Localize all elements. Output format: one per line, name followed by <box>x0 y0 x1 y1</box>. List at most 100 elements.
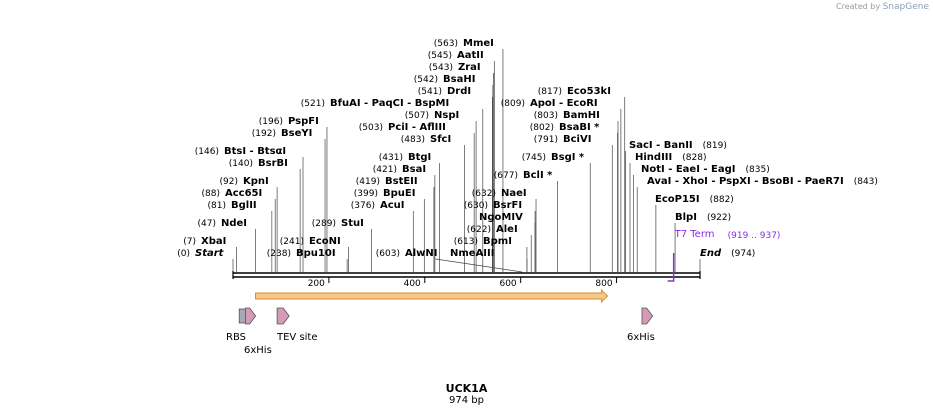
site-bsrfi: BsrFI (630) <box>464 200 536 272</box>
site-acc65i: Acc65I (88) <box>202 188 276 272</box>
site-name: ApoI - EcoRI <box>530 98 598 109</box>
t7-term-range: (919 .. 937) <box>728 231 781 241</box>
site-position: (563) <box>434 39 458 49</box>
site-position: (677) <box>494 171 518 181</box>
site-position: (241) <box>280 237 304 247</box>
site-ecop15i: EcoP15I (882) <box>655 194 734 272</box>
site-name: BsaI <box>402 164 426 175</box>
site-btgi: BtgI (431) <box>379 152 440 272</box>
site-position: (613) <box>454 237 478 247</box>
site-name: SacI - BanII <box>629 140 693 151</box>
t7-term-marker <box>667 253 675 282</box>
site-drdi: DrdI (541) <box>418 86 493 272</box>
site-name: NmeAIII <box>450 248 494 259</box>
site-acui: AcuI (376) <box>351 200 414 272</box>
site-position: (843) <box>854 177 878 187</box>
ruler-tick-label: 800 <box>595 279 612 289</box>
site-position: (545) <box>428 51 452 61</box>
site-position: (421) <box>373 165 397 175</box>
site-sfci: SfcI (483) <box>401 134 465 272</box>
site-name: EcoP15I <box>655 194 700 205</box>
site-bpuei: BpuEI (399) <box>354 188 425 272</box>
site-name: PspFI <box>288 116 319 127</box>
plasmid-length: 974 bp <box>449 395 484 406</box>
site-position: (238) <box>267 249 291 259</box>
site-nmeaiii: NmeAIII <box>450 248 528 272</box>
site-position: (819) <box>703 141 727 151</box>
site-name: XbaI <box>201 236 226 247</box>
site-name: BsrFI <box>493 200 522 211</box>
site-position: (791) <box>534 135 558 145</box>
site-name: NdeI <box>221 218 247 229</box>
site-bsteii: BstEII (419) <box>356 176 435 272</box>
site-name: BsaHI <box>443 74 475 85</box>
site-btsi: BtsI - BtsαI (146) <box>195 146 304 272</box>
credit-brand: SnapGene <box>882 2 929 12</box>
site-name: Start <box>195 248 225 259</box>
tev-site-feature <box>276 307 290 325</box>
site-zrai: ZraI (543) <box>429 62 494 272</box>
site-nspi: NspI (507) <box>405 110 477 272</box>
site-name: SfcI <box>430 134 451 145</box>
site-position: (974) <box>731 249 755 259</box>
site-xbai: XbaI (7) <box>183 236 237 272</box>
site-bsabi: BsaBI * (802) <box>530 122 618 272</box>
site-eco53ki: Eco53kI (817) <box>538 86 626 272</box>
site-name: BsaBI * <box>559 122 600 133</box>
site-name: KpnI <box>243 176 269 187</box>
site-pspfi: PspFI (196) <box>259 116 328 272</box>
site-name: NaeI <box>501 188 527 199</box>
site-bsrbi: BsrBI (140) <box>229 158 301 272</box>
site-position: (542) <box>414 75 438 85</box>
site-name: AlwNI <box>405 248 438 259</box>
site-bcli: BclI * (677) <box>494 170 558 272</box>
site-alei: AleI (622) <box>467 224 532 272</box>
site-name: End <box>700 248 722 259</box>
site-name: MmeI <box>463 38 494 49</box>
site-position: (802) <box>530 123 554 133</box>
site-bglii: BglII (81) <box>208 200 273 272</box>
site-position: (803) <box>534 111 558 121</box>
site-name: HindIII <box>635 152 672 163</box>
site-position: (47) <box>198 219 216 229</box>
site-name: BtsI - BtsαI <box>224 146 286 157</box>
site-position: (7) <box>183 237 196 247</box>
site-position: (507) <box>405 111 429 121</box>
plasmid-name: UCK1A <box>445 382 488 395</box>
credit-prefix: Created by <box>836 2 881 11</box>
ruler-tick-label: 400 <box>404 279 421 289</box>
site-hindiii: HindIII (828) <box>629 152 706 272</box>
site-noti: NotI - EaeI - EagI (835) <box>633 164 770 272</box>
site-name: AleI <box>496 224 518 235</box>
site-position: (192) <box>252 129 276 139</box>
site-bpmi: BpmI (613) <box>454 236 528 272</box>
site-position: (376) <box>351 201 375 211</box>
site-apoi: ApoI - EcoRI (809) <box>501 98 622 272</box>
site-bseyi: BseYI (192) <box>252 128 326 272</box>
site-name: BpuEI <box>383 188 415 199</box>
site-name: PciI - AflIII <box>388 122 446 133</box>
site-name: BciVI <box>563 134 591 145</box>
his-tag-feature <box>245 307 257 325</box>
site-mmei: MmeI (563) <box>434 38 504 272</box>
tev-site-label: TEV site <box>276 332 318 343</box>
site-position: (146) <box>195 147 219 157</box>
ruler-tick-label: 600 <box>499 279 516 289</box>
site-position: (140) <box>229 159 253 169</box>
site-position: (0) <box>177 249 190 259</box>
site-name: EcoNI <box>309 236 341 247</box>
ruler-tick-label: 200 <box>308 279 325 289</box>
site-name: StuI <box>341 218 364 229</box>
orf-arrow <box>255 288 609 304</box>
site-position: (289) <box>312 219 336 229</box>
site-bamhi: BamHI (803) <box>534 110 619 272</box>
site-name: Acc65I <box>225 188 262 199</box>
site-position: (622) <box>467 225 491 235</box>
his-tag-feature <box>641 307 654 325</box>
site-position: (809) <box>501 99 525 109</box>
site-naei: NaeI (632) <box>472 188 537 272</box>
site-start: Start (0) <box>177 248 234 272</box>
rbs-label: RBS <box>226 332 246 343</box>
site-position: (630) <box>464 201 488 211</box>
